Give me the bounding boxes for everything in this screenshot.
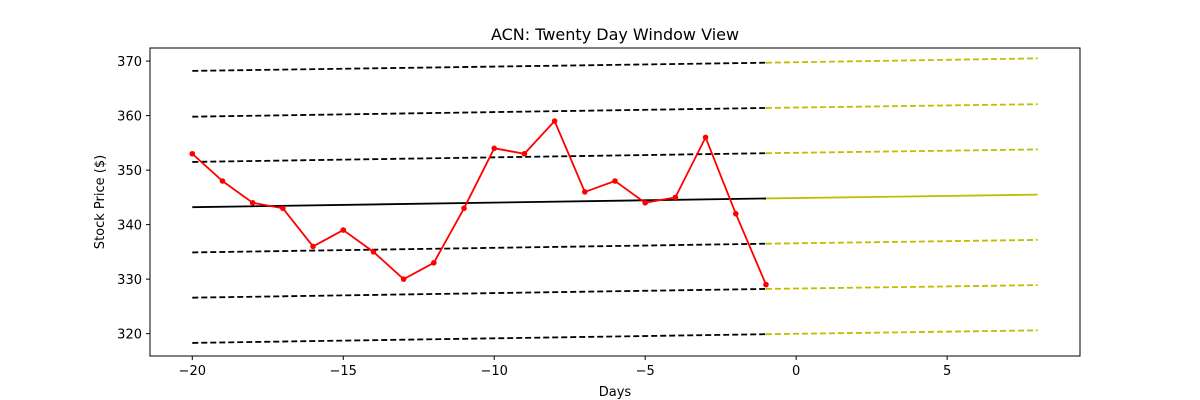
price-point	[672, 194, 679, 201]
price-point	[582, 189, 588, 195]
axis-ticks: −20 −15 −10 −5 0 5 320 330 340 350 360 370	[117, 55, 951, 379]
trend-line-historical-0	[192, 61, 766, 72]
price-point	[340, 227, 347, 233]
price-point	[219, 178, 226, 184]
price-point	[642, 200, 648, 206]
x-tick-label: 5	[943, 364, 951, 379]
price-point	[461, 205, 467, 212]
price-line	[191, 119, 767, 285]
x-tick-label: −10	[481, 364, 508, 379]
price-point	[491, 145, 498, 152]
x-axis-title: Days	[599, 385, 632, 400]
y-tick-label: 340	[117, 219, 142, 234]
y-tick-label: 360	[117, 110, 142, 125]
trend-line-projection-5	[765, 284, 1038, 290]
trend-line-projection-3	[765, 193, 1038, 200]
y-axis-title: Stock Price ($)	[93, 155, 108, 249]
x-tick-label: −15	[330, 364, 357, 379]
price-point	[280, 205, 286, 212]
price-point	[551, 118, 558, 124]
chart-title: ACN: Twenty Day Window View	[491, 25, 739, 44]
x-tick-label: −20	[179, 364, 206, 379]
trend-line-projection-2	[765, 148, 1038, 155]
x-tick-label: 0	[792, 364, 800, 379]
price-point	[521, 150, 528, 157]
trend-line-historical-4	[192, 242, 766, 254]
price-point	[310, 243, 316, 250]
trend-line-projection-6	[765, 329, 1038, 336]
price-point	[249, 200, 256, 206]
price-point	[189, 150, 196, 157]
trend-line-projection-1	[765, 103, 1038, 109]
x-tick-label: −5	[636, 364, 655, 379]
y-tick-label: 350	[117, 164, 142, 179]
price-point	[702, 134, 709, 141]
trend-line-historical-3	[192, 197, 766, 209]
plot-frame	[149, 47, 1081, 357]
price-point	[763, 281, 769, 288]
price-point	[732, 210, 739, 217]
trend-line-historical-6	[192, 333, 766, 344]
y-tick-label: 370	[117, 55, 142, 70]
trend-line-historical-1	[192, 107, 766, 118]
price-point	[612, 178, 618, 184]
trend-line-historical-5	[192, 288, 766, 299]
price-point	[370, 249, 377, 255]
trend-line-historical-2	[192, 152, 766, 163]
trend-line-projection-4	[765, 238, 1038, 245]
trend-line-projection-0	[765, 57, 1038, 64]
plot-area	[189, 57, 1038, 344]
price-point	[431, 259, 437, 266]
y-tick-label: 320	[117, 328, 142, 343]
price-point	[400, 276, 407, 282]
y-tick-label: 330	[117, 273, 142, 288]
